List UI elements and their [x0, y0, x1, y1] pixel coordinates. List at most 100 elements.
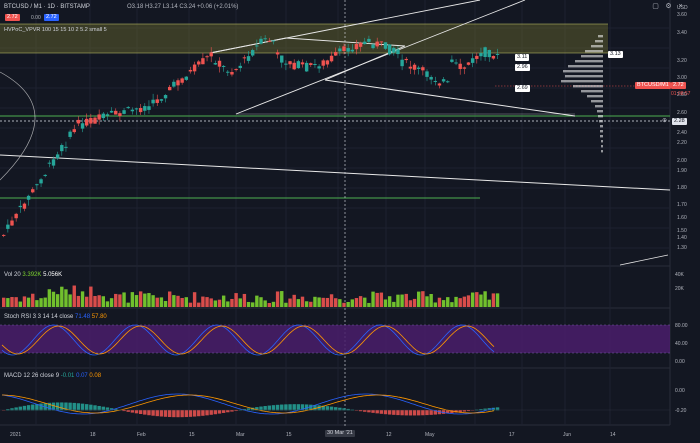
value-area-band [0, 24, 608, 53]
candle-body [300, 62, 305, 65]
macd-histogram-bar [26, 405, 31, 411]
macd-histogram-bar [354, 410, 359, 411]
volume-bar [437, 297, 442, 307]
candle-body [188, 69, 193, 72]
volume-profile-bar [561, 80, 603, 83]
candle-body [85, 118, 89, 126]
volume-bar [246, 301, 251, 307]
price-tag-2-96: 2.96 [515, 64, 530, 71]
sell-price-badge[interactable]: 2.72 [5, 14, 20, 21]
macd-histogram-bar [35, 403, 39, 411]
price-axis-tick: 1.40 [677, 235, 687, 241]
candle-body [55, 154, 60, 159]
volume-bar [234, 293, 238, 307]
macd-histogram-bar [317, 405, 321, 411]
price-axis-tick: 3.40 [677, 30, 687, 36]
macd-histogram-bar [188, 410, 193, 417]
macd-histogram-bar [421, 410, 425, 416]
candle-body [408, 66, 413, 69]
price-tag-3-11: 3.11 [515, 54, 530, 61]
macd-histogram-bar [358, 410, 363, 412]
macd-histogram-bar [437, 410, 442, 415]
price-axis-tick: 1.30 [677, 245, 687, 251]
candle-body [234, 69, 238, 71]
buy-price-badge[interactable]: 2.72 [44, 14, 59, 21]
close-icon[interactable]: × [678, 3, 683, 10]
macd-histogram-bar [122, 410, 126, 412]
volume-bar [458, 298, 462, 307]
candle-body [143, 106, 147, 111]
macd-histogram-bar [450, 410, 454, 414]
time-axis-tick: 18 [90, 432, 96, 438]
macd-axis-tick: -0.20 [675, 408, 687, 414]
volume-bar [300, 296, 305, 307]
macd-histogram-bar [367, 410, 371, 413]
volume-bar [346, 301, 350, 307]
candle-body [483, 47, 487, 57]
candle-body [267, 40, 271, 42]
macd-histogram-bar [338, 407, 342, 411]
candle-body [392, 47, 396, 53]
candle-body [292, 62, 296, 70]
volume-profile-bar [598, 115, 603, 118]
volume-bar [321, 297, 325, 307]
price-axis-tick: 3.00 [677, 75, 687, 81]
volume-profile-bar [599, 120, 603, 123]
stoch-label[interactable]: Stoch RSI 3 3 14 14 close 71.48 57.80 [4, 313, 107, 321]
macd-histogram-bar [126, 410, 130, 412]
volume-bar [168, 291, 172, 307]
candle-body [43, 174, 47, 176]
indicator-label[interactable]: HVPoC_VPVR 100 15 15 10 2 5.2 small 5 [4, 27, 107, 33]
macd-histogram-bar [226, 410, 230, 413]
candle-body [201, 58, 205, 65]
macd-histogram-bar [334, 407, 338, 411]
candle-body [134, 108, 139, 110]
volume-bar [201, 296, 205, 307]
volume-bar [80, 291, 85, 307]
price-axis-tick: 1.90 [677, 168, 687, 174]
candle-body [275, 52, 280, 55]
macd-label[interactable]: MACD 12 26 close 9 -0.01 0.07 0.08 [4, 372, 101, 380]
volume-bar [151, 295, 155, 307]
candle-body [238, 65, 242, 69]
volume-label[interactable]: Vol 20 3.392K 5.056K [4, 271, 62, 279]
time-axis-tick: 17 [509, 432, 515, 438]
candle-body [288, 61, 292, 65]
falling-trend-line [324, 79, 576, 117]
candle-body [280, 55, 284, 63]
symbol-title[interactable]: BTCUSD / M1 · 1D · BITSTAMP [4, 4, 90, 10]
candle-body [226, 71, 230, 73]
volume-bar [105, 301, 110, 307]
volume-bar [387, 296, 392, 307]
volume-bar [55, 294, 60, 307]
macd-histogram-bar [201, 410, 205, 416]
add-alert-icon[interactable]: ⊕ [661, 118, 668, 124]
volume-profile-bar [595, 40, 603, 43]
candle-body [338, 48, 342, 52]
maximize-icon[interactable]: ▢ [652, 3, 659, 10]
candle-body [454, 62, 458, 64]
candle-body [76, 119, 81, 124]
macd-histogram-bar [259, 406, 263, 411]
candle-body [296, 61, 301, 69]
macd-histogram-bar [429, 410, 433, 415]
volume-bar [371, 291, 375, 307]
macd-histogram-bar [85, 404, 89, 411]
macd-histogram-bar [209, 410, 213, 415]
candle-body [126, 107, 130, 109]
volume-bar [76, 295, 81, 307]
volume-bar [101, 296, 105, 307]
volume-bar [396, 294, 400, 307]
candle-body [60, 145, 64, 152]
candle-body [242, 57, 247, 59]
volume-bar [454, 296, 458, 307]
macd-histogram-bar [234, 410, 238, 411]
settings-icon[interactable]: ⚙ [665, 3, 672, 10]
macd-line [1, 393, 495, 415]
volume-bar [39, 298, 43, 307]
price-axis-tick: 3.20 [677, 58, 687, 64]
macd-histogram-bar [114, 408, 118, 411]
candle-body [213, 63, 218, 65]
